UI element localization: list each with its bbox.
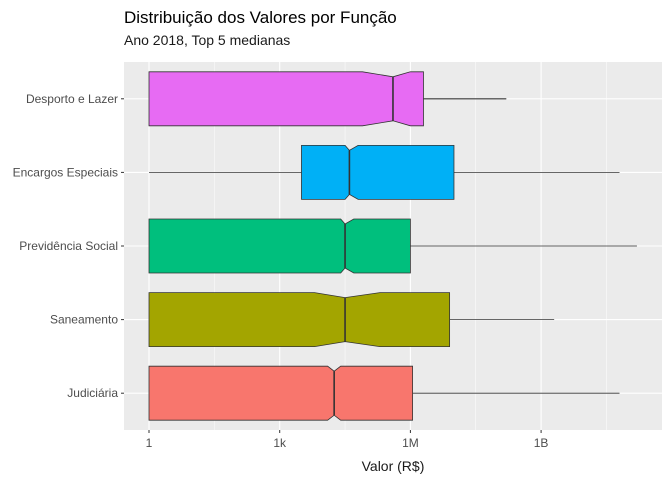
box — [148, 218, 411, 274]
box — [148, 292, 451, 348]
x-tick-label: 1M — [402, 436, 419, 450]
boxplot-desporto-e-lazer — [148, 71, 507, 127]
x-tick-label: 1B — [534, 436, 549, 450]
y-tick-label: Judiciária — [67, 386, 118, 400]
y-tick-label: Encargos Especiais — [13, 165, 118, 179]
y-axis: Desporto e Lazer Encargos Especiais Previd… — [13, 92, 124, 400]
boxplot-saneamento — [148, 292, 555, 348]
box — [148, 71, 424, 127]
boxplot-previd-ncia-social — [148, 218, 637, 274]
box — [301, 144, 455, 200]
box — [148, 365, 413, 421]
x-axis-title: Valor (R$) — [362, 458, 425, 474]
chart-subtitle: Ano 2018, Top 5 medianas — [124, 32, 290, 48]
x-axis: 1 1k 1M 1B — [146, 430, 549, 450]
y-tick-label: Saneamento — [50, 313, 118, 327]
x-tick-label: 1 — [146, 436, 153, 450]
x-tick-label: 1k — [273, 436, 287, 450]
boxplot-encargos-especiais — [149, 144, 620, 200]
y-tick-label: Desporto e Lazer — [26, 92, 118, 106]
boxplots — [148, 71, 637, 421]
y-tick-label: Previdência Social — [19, 239, 118, 253]
boxplot-judici-ria — [148, 365, 620, 421]
chart-title: Distribuição dos Valores por Função — [124, 8, 397, 27]
